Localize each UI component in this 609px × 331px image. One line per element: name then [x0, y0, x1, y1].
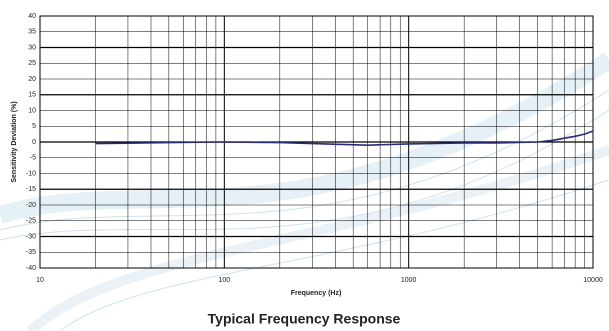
background-decoration — [0, 52, 609, 331]
y-tick-label: -35 — [26, 249, 36, 256]
y-tick-label: 35 — [28, 29, 36, 36]
y-tick-label: 30 — [28, 44, 36, 51]
y-tick-label: 25 — [28, 60, 36, 67]
x-tick-label: 100 — [218, 277, 230, 284]
y-tick-label: 20 — [28, 76, 36, 83]
x-axis-label: Frequency (Hz) — [291, 290, 342, 297]
y-tick-label: -25 — [26, 218, 36, 225]
y-tick-label: -5 — [30, 155, 36, 162]
y-axis-label: Sensitivity Deviation (%) — [11, 101, 18, 182]
x-tick-label: 10000 — [583, 277, 603, 284]
data-line — [95, 130, 594, 146]
y-tick-label: 10 — [28, 107, 36, 114]
x-tick-label: 10 — [36, 277, 44, 284]
y-tick-label: -40 — [26, 265, 36, 272]
plot-frame — [39, 15, 594, 269]
x-tick-label: 1000 — [401, 277, 417, 284]
y-tick-label: -15 — [26, 186, 36, 193]
y-tick-label: 0 — [32, 139, 36, 146]
y-tick-label: -10 — [26, 170, 36, 177]
chart-title: Typical Frequency Response — [208, 311, 401, 327]
y-tick-label: 15 — [28, 92, 36, 99]
y-tick-label: 5 — [32, 123, 36, 130]
y-tick-label: 40 — [28, 13, 36, 20]
y-tick-label: -20 — [26, 202, 36, 209]
y-tick-label: -30 — [26, 233, 36, 240]
